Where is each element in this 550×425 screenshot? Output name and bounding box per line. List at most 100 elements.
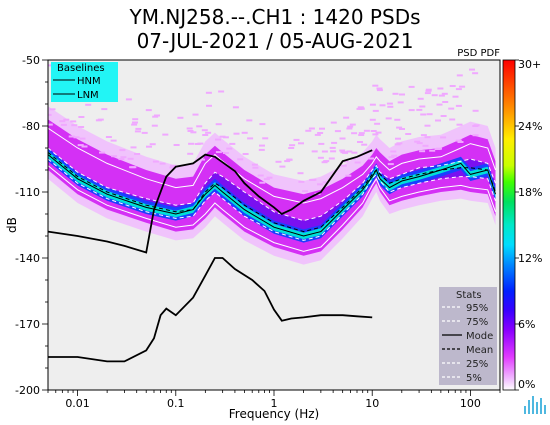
colorbar-gradient bbox=[502, 59, 516, 391]
density-speckle bbox=[449, 85, 456, 87]
density-speckle bbox=[259, 144, 265, 147]
density-speckle bbox=[154, 114, 160, 117]
colorbar-ticks: 0% 6% 12% 18% 24% 30+ bbox=[515, 58, 542, 391]
density-speckle bbox=[379, 104, 386, 107]
p5-legend-label: 5% bbox=[466, 373, 482, 384]
density-speckle bbox=[358, 132, 365, 135]
density-speckle bbox=[242, 153, 249, 155]
baselines-legend-title: Baselines bbox=[57, 63, 105, 74]
waveform-logo-icon bbox=[524, 396, 546, 414]
density-speckle bbox=[459, 85, 466, 88]
density-speckle bbox=[146, 145, 152, 148]
density-speckle bbox=[426, 113, 433, 116]
hnm-legend-label: HNM bbox=[77, 76, 101, 87]
density-speckle bbox=[149, 143, 156, 146]
density-speckle bbox=[71, 124, 78, 127]
density-speckle bbox=[434, 148, 441, 150]
density-speckle bbox=[134, 130, 141, 133]
density-speckle bbox=[331, 141, 338, 144]
density-speckle bbox=[120, 156, 127, 159]
density-speckle bbox=[469, 68, 475, 71]
density-speckle bbox=[358, 107, 365, 110]
density-speckle bbox=[48, 123, 53, 126]
density-speckle bbox=[370, 130, 377, 132]
chart-title-line-1: YM.NJ258.--.CH1 : 1420 PSDs bbox=[128, 5, 420, 29]
density-speckle bbox=[351, 151, 358, 154]
density-speckle bbox=[197, 142, 204, 145]
density-speckle bbox=[198, 158, 205, 161]
stats-lines bbox=[48, 127, 496, 252]
density-speckle bbox=[170, 164, 177, 167]
x-tick-label: 0.1 bbox=[167, 397, 185, 410]
density-speckle bbox=[63, 118, 70, 121]
density-speckle bbox=[388, 156, 395, 159]
density-speckle bbox=[424, 92, 431, 95]
density-speckle bbox=[386, 102, 393, 105]
density-speckle bbox=[329, 146, 336, 149]
density-speckle bbox=[317, 156, 324, 159]
density-speckle bbox=[226, 147, 233, 150]
density-speckle bbox=[132, 118, 139, 121]
density-speckle bbox=[135, 127, 142, 130]
density-speckle bbox=[440, 115, 447, 117]
density-speckle bbox=[399, 128, 405, 130]
x-axis-label: Frequency (Hz) bbox=[229, 407, 320, 421]
density-speckle bbox=[127, 157, 134, 160]
density-speckle bbox=[442, 101, 449, 103]
density-speckle bbox=[311, 150, 318, 153]
density-speckle bbox=[205, 91, 212, 94]
density-speckle bbox=[259, 181, 266, 184]
density-speckle bbox=[237, 158, 244, 161]
density-speckle bbox=[347, 125, 354, 128]
density-speckle bbox=[190, 131, 197, 134]
density-speckle bbox=[441, 92, 448, 95]
density-speckle bbox=[85, 103, 92, 106]
density-speckle bbox=[247, 137, 254, 140]
density-speckle bbox=[48, 64, 52, 67]
y-tick-label: -170 bbox=[15, 318, 40, 331]
colorbar-tick-label: 30+ bbox=[518, 58, 541, 71]
density-speckle bbox=[68, 135, 75, 138]
density-speckle bbox=[266, 176, 273, 179]
density-speckle bbox=[305, 129, 312, 132]
density-speckle bbox=[177, 116, 184, 119]
density-speckle bbox=[420, 134, 427, 137]
density-speckle bbox=[263, 178, 270, 181]
density-speckle bbox=[397, 101, 404, 104]
density-speckle bbox=[323, 160, 330, 163]
density-speckle bbox=[319, 127, 325, 130]
density-speckle bbox=[78, 116, 85, 118]
density-speckle bbox=[408, 109, 415, 112]
density-speckle bbox=[229, 142, 236, 145]
density-speckle bbox=[201, 129, 208, 132]
density-speckle bbox=[436, 103, 443, 106]
density-speckle bbox=[369, 103, 376, 106]
stats-legend: Stats 95% 75% Mode Mean 25% 5% bbox=[439, 287, 497, 385]
density-speckle bbox=[162, 133, 169, 136]
density-speckle bbox=[340, 164, 347, 167]
density-speckle bbox=[322, 181, 329, 184]
density-speckle bbox=[387, 105, 394, 108]
density-speckle bbox=[246, 119, 253, 122]
series-line-5pct bbox=[48, 165, 496, 252]
density-speckle bbox=[456, 123, 463, 126]
series-line-95pct bbox=[48, 127, 496, 204]
density-speckle bbox=[354, 161, 361, 164]
density-speckle bbox=[105, 136, 112, 138]
density-speckle bbox=[187, 152, 194, 155]
density-speckle bbox=[358, 134, 365, 136]
density-speckle bbox=[472, 134, 479, 137]
density-speckle bbox=[241, 131, 248, 134]
colorbar-tick-label: 24% bbox=[518, 120, 542, 133]
density-speckle bbox=[232, 106, 239, 109]
density-speckle bbox=[286, 158, 293, 161]
density-speckle bbox=[125, 98, 132, 101]
density-speckle bbox=[424, 124, 431, 127]
density-speckle bbox=[343, 116, 350, 119]
density-speckle bbox=[369, 118, 376, 121]
colorbar-tick-label: 12% bbox=[518, 252, 542, 265]
density-speckle bbox=[392, 92, 399, 95]
density-speckle bbox=[456, 74, 463, 77]
density-speckle bbox=[342, 151, 349, 154]
